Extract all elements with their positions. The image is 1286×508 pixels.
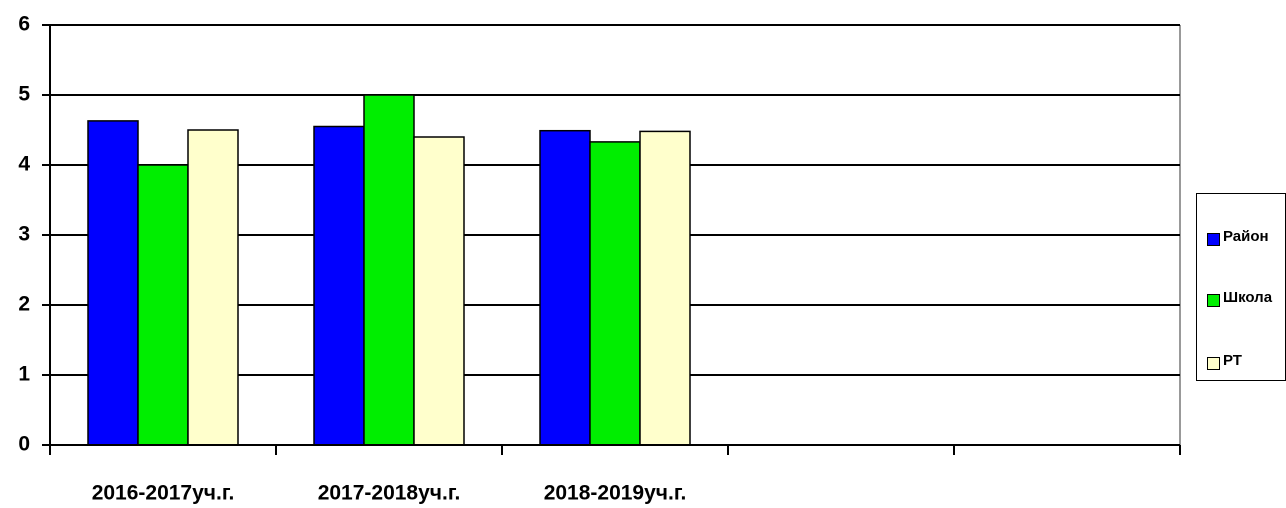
bar bbox=[87, 120, 139, 446]
legend-entry: Школа bbox=[1207, 289, 1279, 310]
y-tick-label: 0 bbox=[18, 433, 30, 456]
y-tick-label: 4 bbox=[18, 153, 30, 176]
legend-entry: РТ bbox=[1207, 352, 1279, 373]
x-tick-label: 2016-2017уч.г. bbox=[92, 482, 235, 505]
legend-label: Школа bbox=[1223, 289, 1273, 306]
y-tick-label: 6 bbox=[18, 13, 30, 36]
legend: Район Школа РТ bbox=[1196, 193, 1286, 381]
y-tick-label: 2 bbox=[18, 293, 30, 316]
bar bbox=[539, 129, 591, 446]
x-tick-label: 2018-2019уч.г. bbox=[544, 482, 687, 505]
bar bbox=[137, 164, 189, 446]
legend-swatch bbox=[1207, 294, 1220, 307]
legend-entry: Район bbox=[1207, 228, 1279, 249]
bar bbox=[313, 125, 365, 446]
legend-swatch bbox=[1207, 357, 1220, 370]
y-tick-label: 5 bbox=[18, 83, 30, 106]
legend-label: Район bbox=[1223, 228, 1269, 245]
bar bbox=[589, 141, 641, 446]
y-tick-label: 3 bbox=[18, 223, 30, 246]
bar bbox=[187, 129, 239, 446]
legend-label: РТ bbox=[1223, 352, 1242, 369]
x-tick-label: 2017-2018уч.г. bbox=[318, 482, 461, 505]
bar bbox=[413, 136, 465, 446]
y-tick-label: 1 bbox=[18, 363, 30, 386]
legend-swatch bbox=[1207, 233, 1220, 246]
bar bbox=[639, 130, 691, 446]
bar bbox=[363, 94, 415, 446]
